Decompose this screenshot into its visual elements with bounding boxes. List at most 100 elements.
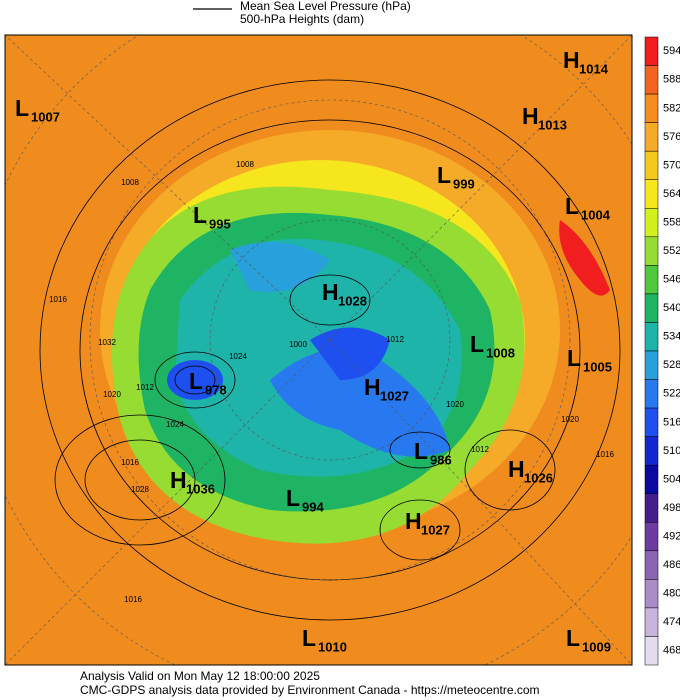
colorbar-tick-label: 528 [663, 359, 680, 371]
height-fill [559, 220, 610, 296]
contour-label: 1024 [229, 352, 247, 361]
contour-label: 1008 [121, 178, 139, 187]
contour-label: 1020 [561, 415, 579, 424]
map-frame [4, 34, 633, 666]
contour-label: 1012 [471, 445, 489, 454]
colorbar-cell [644, 607, 659, 637]
colorbar-tick-label: 504 [663, 473, 680, 485]
center-value: 1036 [186, 481, 215, 496]
colorbar-cell [644, 293, 659, 323]
colorbar-cell [644, 65, 659, 95]
center-value: 1014 [579, 61, 609, 76]
center-letter: L [470, 331, 484, 357]
colorbar-tick-label: 582 [663, 102, 680, 114]
colorbar-cell [644, 350, 659, 380]
legend-fill-label: 500-hPa Heights (dam) [240, 12, 364, 26]
colorbar-cell [644, 407, 659, 437]
legend-line-label: Mean Sea Level Pressure (hPa) [240, 0, 411, 13]
contour-label: 1016 [596, 450, 614, 459]
contour-label: 1000 [289, 340, 307, 349]
center-value: 986 [430, 452, 452, 467]
colorbar-cell [644, 93, 659, 123]
colorbar-cell [644, 179, 659, 209]
center-letter: L [567, 345, 581, 371]
center-letter: H [322, 279, 339, 305]
center-value: 1004 [581, 207, 611, 222]
colorbar-tick-label: 522 [663, 388, 680, 400]
colorbar-tick-label: 540 [663, 302, 680, 314]
center-value: 1028 [338, 293, 367, 308]
center-letter: L [414, 438, 428, 464]
contour-label: 1012 [136, 383, 154, 392]
colorbar-cell [644, 379, 659, 409]
colorbar-tick-label: 474 [663, 616, 680, 628]
center-value: 1007 [31, 109, 60, 124]
colorbar-tick-label: 468 [663, 645, 680, 657]
colorbar-tick-label: 594 [663, 45, 680, 57]
footer-line: Analysis Valid on Mon May 12 18:00:00 20… [80, 669, 320, 683]
colorbar-cell [644, 579, 659, 609]
colorbar-tick-label: 492 [663, 530, 680, 542]
center-value: 1027 [421, 522, 450, 537]
colorbar-cell [644, 464, 659, 494]
center-value: 978 [205, 382, 227, 397]
contour-label: 1020 [103, 390, 121, 399]
center-value: 994 [302, 499, 324, 514]
colorbar-tick-label: 480 [663, 588, 680, 600]
center-value: 1005 [583, 359, 612, 374]
colorbar-tick-label: 534 [663, 331, 680, 343]
center-letter: L [437, 162, 451, 188]
colorbar-cell [644, 550, 659, 580]
contour-label: 1028 [131, 485, 149, 494]
center-letter: H [405, 508, 422, 534]
center-value: 995 [209, 216, 231, 231]
center-letter: L [286, 485, 300, 511]
colorbar-tick-label: 588 [663, 74, 680, 86]
contour-label: 1016 [124, 595, 142, 604]
center-value: 1010 [318, 639, 347, 654]
center-letter: H [563, 47, 580, 73]
center-letter: L [15, 95, 29, 121]
height-fill [310, 327, 390, 380]
footer-line: CMC-GDPS analysis data provided by Envir… [80, 683, 540, 697]
colorbar-tick-label: 552 [663, 245, 680, 257]
center-letter: H [170, 467, 187, 493]
contour-label: 1016 [121, 458, 139, 467]
contour-label: 1032 [98, 338, 116, 347]
colorbar-cell [644, 122, 659, 152]
contour-label: 1012 [386, 335, 404, 344]
colorbar-tick-label: 546 [663, 274, 680, 286]
center-value: 1026 [524, 470, 553, 485]
center-letter: L [566, 625, 580, 651]
height-fill [270, 348, 450, 457]
colorbar-tick-label: 576 [663, 131, 680, 143]
colorbar-cell [644, 208, 659, 238]
center-letter: L [302, 625, 316, 651]
contour-label: 1016 [49, 295, 67, 304]
colorbar-tick-label: 558 [663, 216, 680, 228]
center-letter: L [189, 368, 203, 394]
colorbar-tick-label: 570 [663, 159, 680, 171]
colorbar-cell [644, 236, 659, 266]
colorbar-cell [644, 636, 659, 666]
colorbar-tick-label: 564 [663, 188, 680, 200]
colorbar-cell [644, 493, 659, 523]
center-value: 1027 [380, 388, 409, 403]
center-letter: H [364, 374, 381, 400]
center-value: 1009 [582, 639, 611, 654]
colorbar-cell [644, 522, 659, 552]
colorbar-cell [644, 322, 659, 352]
center-letter: H [522, 103, 539, 129]
center-letter: H [508, 456, 525, 482]
colorbar-tick-label: 510 [663, 445, 680, 457]
height-fill [230, 242, 330, 292]
contour-label: 1024 [166, 420, 184, 429]
contour-label: 1008 [236, 160, 254, 169]
center-value: 1013 [538, 117, 567, 132]
colorbar-tick-label: 486 [663, 559, 680, 571]
center-value: 1008 [486, 345, 515, 360]
colorbar-tick-label: 516 [663, 416, 680, 428]
